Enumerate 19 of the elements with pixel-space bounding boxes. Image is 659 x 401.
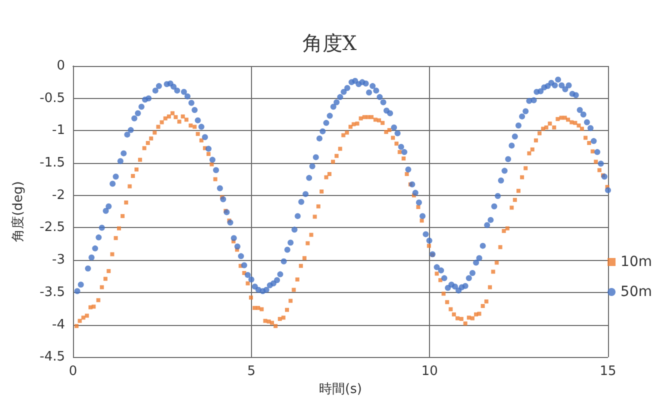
x-tick-label: 0 <box>68 364 78 380</box>
y-tick-label: -0.5 <box>40 90 65 106</box>
x-axis-title: 時間(s) <box>319 382 362 397</box>
chart-title: 角度X <box>302 31 358 55</box>
y-axis-title: 角度(deg) <box>10 181 26 242</box>
y-tick-label: -3.5 <box>40 284 65 300</box>
y-tick-label: -1.5 <box>40 156 65 171</box>
legend-label: 50m <box>620 284 652 300</box>
x-tick-label: 15 <box>600 364 616 380</box>
y-tick-label: -3 <box>52 252 65 268</box>
x-tick-label: 5 <box>247 364 256 380</box>
y-tick-label: -2 <box>52 188 65 203</box>
y-tick-label: -2.5 <box>40 220 65 236</box>
y-tick-label: -1 <box>52 123 65 138</box>
y-tick-label: -4 <box>52 317 65 332</box>
x-tick-label: 10 <box>421 364 438 380</box>
legend-label: 10m <box>620 254 652 270</box>
y-tick-label: 0 <box>56 58 65 74</box>
y-tick-label: -4.5 <box>40 350 65 365</box>
